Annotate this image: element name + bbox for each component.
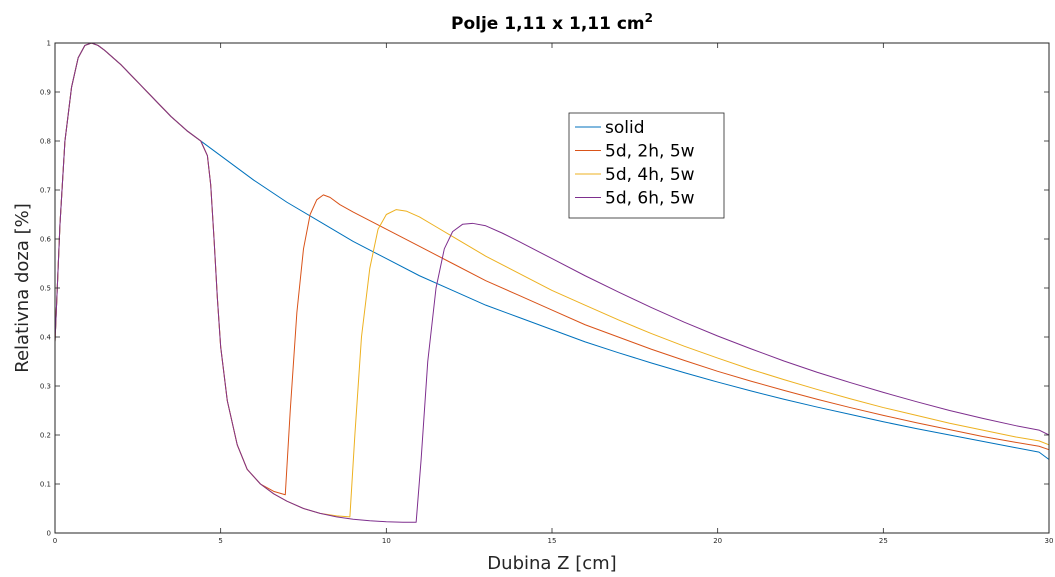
y-tick-label: 0.8 (40, 138, 51, 146)
x-tick-label: 30 (1045, 537, 1054, 545)
chart-title-text: Polje 1,11 x 1,11 cm (451, 14, 645, 34)
y-tick-label: 0.3 (40, 383, 51, 391)
chart-title: Polje 1,11 x 1,11 cm2 (451, 11, 653, 34)
legend: solid 5d, 2h, 5w 5d, 4h, 5w 5d, 6h, 5w (568, 112, 725, 219)
y-tick-label: 0.1 (40, 481, 51, 489)
legend-box (568, 112, 725, 219)
x-axis-label: Dubina Z [cm] (487, 553, 616, 574)
x-tick-label: 10 (382, 537, 391, 545)
x-tick-label: 15 (548, 537, 557, 545)
series-line-3 (54, 42, 1050, 523)
x-tick-label: 20 (713, 537, 722, 545)
x-axis: 0 5 10 15 20 25 30 (53, 43, 1054, 545)
legend-label-3: 5d, 6h, 5w (605, 189, 695, 209)
plot-lines (54, 42, 1050, 523)
legend-items: solid 5d, 2h, 5w 5d, 4h, 5w 5d, 6h, 5w (575, 118, 695, 209)
y-axis: 0 0.1 0.2 0.3 0.4 0.5 0.6 0.7 0.8 0.9 1 (40, 40, 1049, 538)
x-tick-label: 25 (879, 537, 888, 545)
y-axis-label: Relativna doza [%] (12, 203, 33, 372)
plot-area (55, 43, 1049, 533)
y-tick-label: 0.5 (40, 285, 51, 293)
y-tick-label: 0.4 (40, 334, 52, 342)
y-tick-label: 0 (47, 530, 51, 538)
y-tick-label: 0.2 (40, 432, 51, 440)
x-tick-label: 5 (218, 537, 222, 545)
x-tick-label: 0 (53, 537, 57, 545)
legend-label-2: 5d, 4h, 5w (605, 165, 695, 185)
y-tick-label: 0.7 (40, 187, 51, 195)
y-tick-label: 1 (47, 40, 51, 48)
legend-label-1: 5d, 2h, 5w (605, 142, 695, 162)
y-tick-label: 0.9 (40, 89, 51, 97)
legend-label-0: solid (605, 118, 645, 138)
y-tick-label: 0.6 (40, 236, 52, 244)
chart-title-superscript: 2 (645, 11, 653, 25)
